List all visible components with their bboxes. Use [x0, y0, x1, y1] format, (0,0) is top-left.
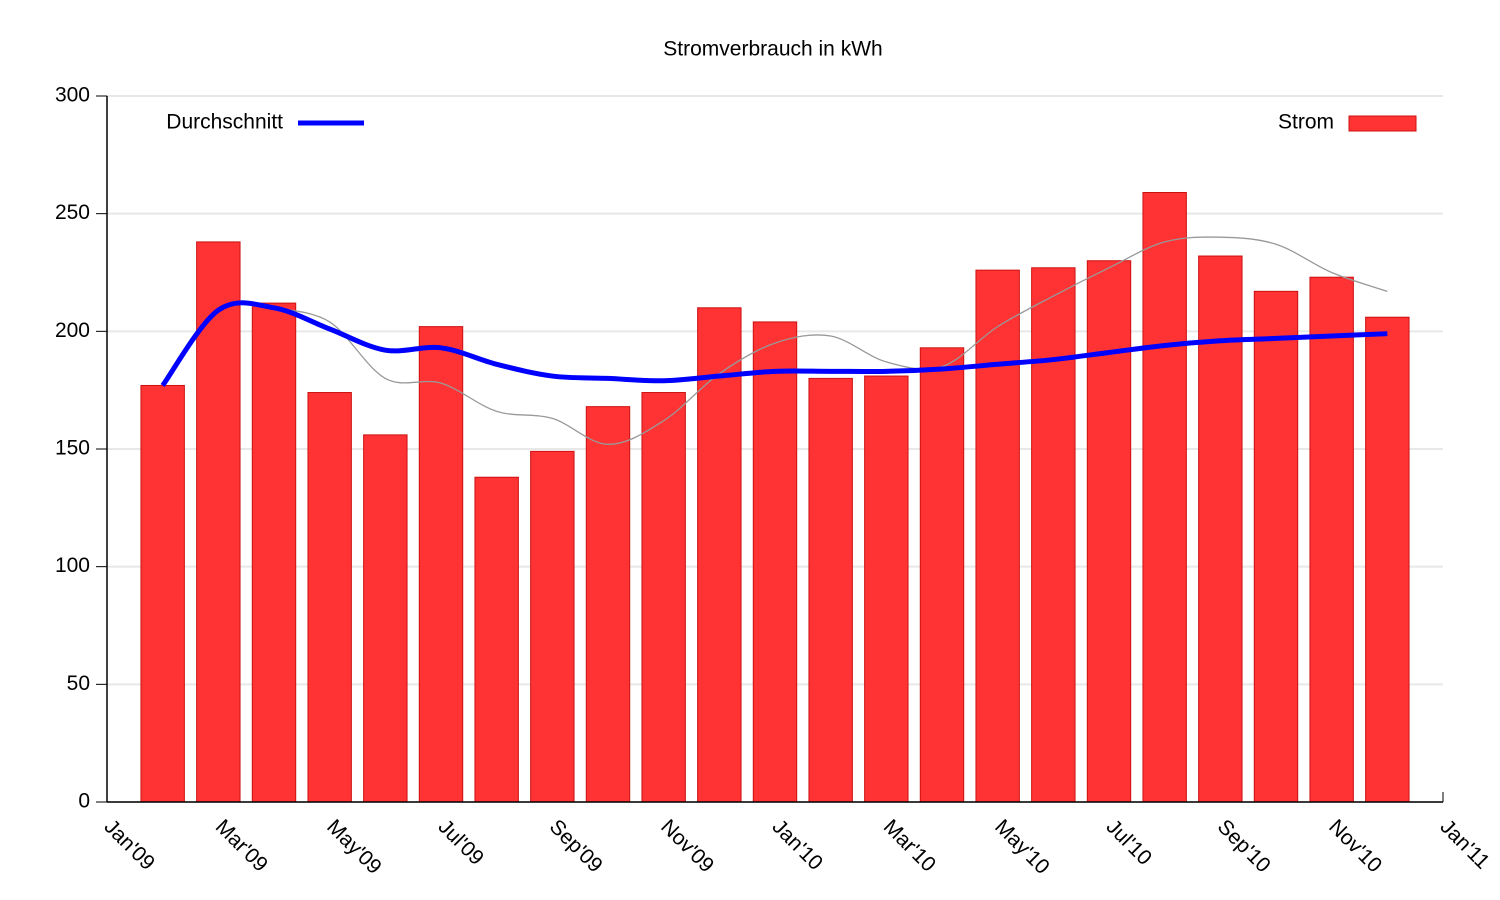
y-tick-label: 100 — [55, 554, 90, 577]
y-tick-label: 0 — [78, 790, 90, 813]
y-tick-label: 300 — [55, 84, 90, 107]
bar — [1031, 267, 1076, 803]
bar — [307, 392, 352, 803]
bar — [1365, 316, 1410, 803]
bar — [1253, 290, 1299, 803]
bar — [975, 269, 1020, 803]
bar — [697, 307, 742, 803]
bar — [363, 434, 408, 803]
bar — [808, 377, 853, 803]
bar — [919, 347, 965, 803]
legend-swatch — [1348, 115, 1417, 132]
y-tick-label: 150 — [55, 437, 90, 460]
bar — [530, 450, 575, 803]
bar — [1309, 276, 1354, 803]
bar — [585, 406, 631, 803]
bar — [140, 384, 185, 803]
y-tick-label: 50 — [67, 672, 90, 695]
chart-title: Stromverbrauch in kWh — [663, 38, 882, 61]
bar — [641, 392, 686, 803]
bar — [418, 326, 464, 803]
bar — [1086, 260, 1132, 803]
bar — [864, 375, 909, 803]
bar — [1142, 191, 1187, 803]
bar — [752, 321, 798, 803]
legend-label: Strom — [1278, 111, 1334, 134]
legend-label: Durchschnitt — [166, 111, 283, 134]
bar — [196, 241, 241, 803]
bar — [1198, 255, 1243, 803]
y-tick-label: 200 — [55, 319, 90, 342]
bar — [474, 476, 519, 803]
y-tick-label: 250 — [55, 201, 90, 224]
line — [160, 300, 1388, 387]
bar — [251, 302, 297, 803]
line — [273, 236, 1388, 445]
